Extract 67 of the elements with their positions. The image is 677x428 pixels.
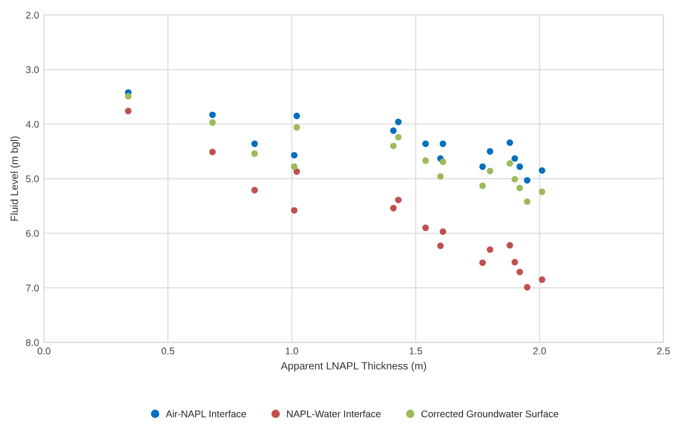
point <box>293 112 300 120</box>
point <box>516 184 524 192</box>
point <box>512 155 518 162</box>
point <box>440 140 446 148</box>
point <box>395 118 402 126</box>
point <box>390 204 397 212</box>
point <box>422 157 429 164</box>
point <box>293 124 300 131</box>
point <box>479 163 486 170</box>
legend-label: Corrected Groundwater Surface <box>421 410 558 418</box>
point <box>209 148 216 156</box>
point <box>516 163 524 170</box>
y-axis-title: Fluid Level (m bgl) <box>10 136 20 221</box>
point <box>486 246 494 253</box>
point <box>516 268 524 276</box>
point <box>422 140 429 148</box>
y-tick-label: 7.0 <box>26 284 39 292</box>
point <box>437 173 444 180</box>
point <box>524 198 530 205</box>
point <box>524 284 530 291</box>
x-tick-label: 0.0 <box>38 348 50 354</box>
legend-label: Air-NAPL Interface <box>166 410 246 418</box>
x-tick-label: 2.5 <box>657 348 670 354</box>
point <box>440 228 446 235</box>
y-tick-label: 6.0 <box>26 230 39 237</box>
point <box>422 224 429 232</box>
point <box>437 242 444 250</box>
point <box>486 168 494 174</box>
point <box>124 108 132 114</box>
point <box>251 140 258 148</box>
point <box>209 119 216 126</box>
point <box>291 152 298 158</box>
point <box>251 186 258 194</box>
point <box>390 142 397 150</box>
x-tick-label: 1.0 <box>286 348 298 354</box>
y-tick-label: 8.0 <box>26 339 39 346</box>
point <box>512 176 518 182</box>
y-tick-label: 5.0 <box>26 175 39 182</box>
x-tick-label: 0.5 <box>162 348 174 354</box>
point <box>538 167 546 174</box>
point <box>390 127 397 134</box>
y-tick-label: 3.0 <box>26 66 39 74</box>
point <box>209 112 216 118</box>
point <box>124 93 132 100</box>
point <box>395 196 402 204</box>
legend-label: NAPL-Water Interface <box>287 410 381 418</box>
point <box>395 134 402 140</box>
x-axis-title: Apparent LNAPL Thickness (m) <box>280 362 426 372</box>
y-tick-label: 4.0 <box>26 120 39 128</box>
point <box>293 168 300 175</box>
point <box>291 207 298 214</box>
point <box>538 188 546 196</box>
point <box>291 163 298 170</box>
point <box>538 276 546 283</box>
point <box>479 259 486 266</box>
point <box>506 139 514 146</box>
point <box>506 160 514 167</box>
point <box>486 148 494 155</box>
point <box>440 158 446 166</box>
point <box>524 177 530 184</box>
x-tick-label: 1.5 <box>410 348 422 354</box>
point <box>479 182 486 190</box>
point <box>512 258 518 266</box>
y-tick-label: 2.0 <box>26 12 39 19</box>
x-tick-label: 2.0 <box>533 348 546 354</box>
point <box>251 150 258 157</box>
point <box>506 242 514 249</box>
